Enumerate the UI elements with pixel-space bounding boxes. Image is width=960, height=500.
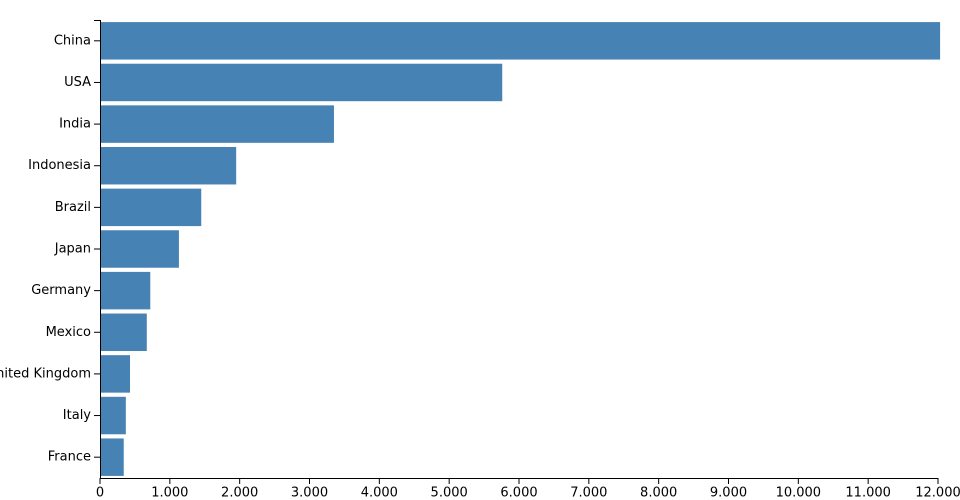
- x-tick-label: 2.000: [221, 486, 258, 500]
- bar: [100, 396, 126, 435]
- bar: [100, 313, 147, 352]
- y-tick-label: Italy: [63, 408, 92, 423]
- bar: [100, 188, 202, 227]
- x-tick-label: 10.000: [776, 486, 822, 500]
- x-tick-label: 3.000: [291, 486, 328, 500]
- bar: [100, 22, 941, 60]
- y-tick-label: Japan: [54, 242, 91, 257]
- y-tick-label: United Kingdom: [0, 366, 91, 381]
- x-tick-label: 0: [96, 486, 104, 500]
- x-tick-label: 7.000: [570, 486, 607, 500]
- y-tick-label: China: [54, 33, 91, 48]
- x-tick-label: 4.000: [361, 486, 398, 500]
- x-tick-label: 5.000: [431, 486, 468, 500]
- y-tick-label: Brazil: [55, 200, 91, 215]
- bar: [100, 355, 131, 393]
- y-tick-label: USA: [64, 75, 91, 90]
- x-tick-label: 1.000: [151, 486, 188, 500]
- x-tick-label: 8.000: [640, 486, 677, 500]
- x-tick-label: 12.000: [915, 486, 960, 500]
- y-tick-label: India: [59, 117, 91, 132]
- bar: [100, 271, 151, 310]
- bar: [100, 146, 237, 185]
- x-tick-label: 9.000: [710, 486, 747, 500]
- bar: [100, 230, 179, 268]
- y-tick-label: France: [48, 450, 91, 465]
- y-tick-label: Germany: [31, 283, 91, 298]
- bar: [100, 438, 124, 476]
- x-tick-label: 6.000: [500, 486, 537, 500]
- bar: [100, 105, 334, 143]
- y-tick-label: Indonesia: [28, 158, 91, 173]
- x-tick-label: 11.000: [845, 486, 891, 500]
- bar: [100, 63, 503, 102]
- y-tick-label: Mexico: [46, 325, 91, 340]
